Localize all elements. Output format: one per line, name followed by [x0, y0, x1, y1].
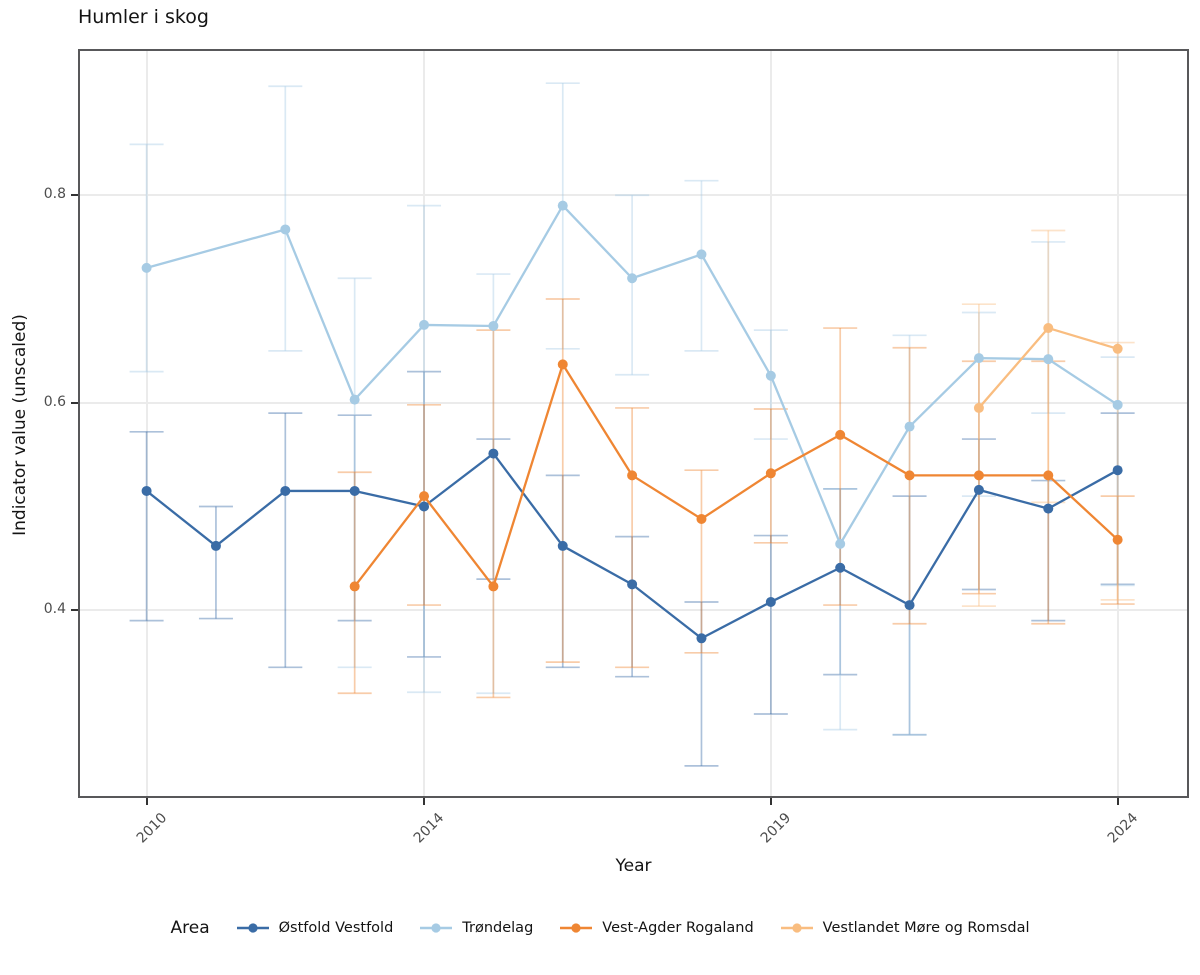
error-bars-Østfold Vestfold	[129, 370, 1135, 767]
y-tick-mark	[71, 401, 78, 404]
legend-item: Vestlandet Møre og Romsdal	[780, 920, 1030, 936]
y-tick-label: 0.4	[43, 601, 66, 618]
error-bars-Vest-Agder Rogaland	[337, 298, 1135, 699]
y-tick-mark	[71, 609, 78, 612]
series-points-Østfold Vestfold	[141, 448, 1123, 644]
x-tick-mark	[423, 798, 426, 805]
v-gridline	[145, 51, 148, 796]
series-line-Vest-Agder Rogaland	[353, 363, 1119, 588]
legend-key-icon	[236, 923, 269, 933]
h-gridline	[80, 609, 1187, 612]
legend-title: Area	[170, 918, 210, 938]
legend-label: Østfold Vestfold	[278, 920, 394, 936]
y-axis-title: Indicator value (unscaled)	[10, 314, 30, 536]
legend-label: Vest-Agder Rogaland	[602, 920, 754, 936]
plot-canvas	[129, 82, 1135, 767]
h-gridline	[80, 401, 1187, 404]
v-gridline	[423, 51, 426, 796]
legend-key-icon	[560, 923, 593, 933]
y-tick-mark	[71, 194, 78, 197]
y-tick-label: 0.6	[43, 393, 66, 410]
legend-label: Vestlandet Møre og Romsdal	[822, 920, 1030, 936]
series-points-Trøndelag	[141, 200, 1123, 549]
series-line-Trøndelag	[146, 204, 1119, 546]
x-tick-mark	[769, 798, 772, 805]
plot-panel	[78, 49, 1189, 798]
v-gridline	[1116, 51, 1119, 796]
legend-items: Østfold Vestfold Trøndelag Vest-Agder Roga…	[236, 920, 1030, 936]
chart-title: Humler i skog	[78, 6, 209, 28]
legend-key-icon	[420, 923, 453, 933]
h-gridline	[80, 194, 1187, 197]
x-axis-title: Year	[615, 856, 652, 876]
legend-item: Østfold Vestfold	[236, 920, 394, 936]
legend-key-icon	[780, 923, 813, 933]
legend-label: Trøndelag	[462, 920, 534, 936]
legend-item: Trøndelag	[419, 920, 533, 936]
series-points-Vest-Agder Rogaland	[349, 359, 1123, 592]
v-gridline	[769, 51, 772, 796]
legend-item: Vest-Agder Rogaland	[559, 920, 754, 936]
y-tick-label: 0.8	[43, 186, 66, 203]
error-bars-Trøndelag	[129, 82, 1135, 736]
x-tick-mark	[1116, 798, 1119, 805]
legend: Area Østfold Vestfold Trøndelag Vest-Agder…	[0, 918, 1200, 938]
series-points-Vestlandet Møre og Romsdal	[973, 323, 1123, 413]
x-tick-mark	[145, 798, 148, 805]
